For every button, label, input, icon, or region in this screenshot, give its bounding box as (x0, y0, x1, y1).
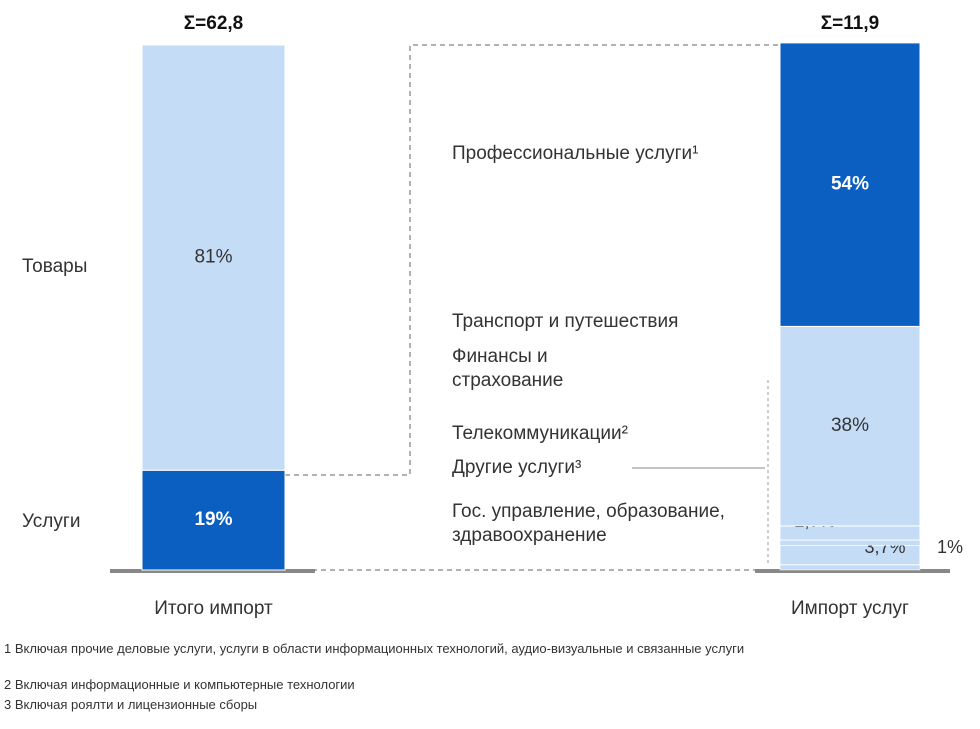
footnote: 2 Включая информационные и компьютерные … (4, 677, 355, 692)
footnote: 3 Включая роялти и лицензионные сборы (4, 697, 258, 712)
bar-segment (779, 325, 921, 527)
bar-segment (141, 44, 286, 471)
category-label: Финансы и страхование (452, 346, 564, 391)
bar-name: Итого импорт (154, 598, 273, 619)
category-label: Услуги (22, 511, 81, 532)
category-label: Гос. управление, образование, здравоохра… (452, 501, 725, 546)
value-label: 81% (194, 247, 232, 268)
bar-segment (779, 42, 921, 327)
bar-segment (779, 539, 921, 546)
connector (285, 44, 780, 476)
category-label: Телекоммуникации² (452, 423, 628, 444)
category-label: Профессиональные услуги¹ (452, 143, 699, 164)
category-label: Товары (22, 256, 88, 277)
bar-name: Импорт услуг (791, 598, 909, 619)
value-label: 54% (831, 174, 869, 195)
bar-total: Σ=62,8 (184, 13, 243, 34)
category-label: Транспорт и путешествия (452, 311, 679, 332)
bar-total: Σ=11,9 (821, 13, 879, 34)
value-label: 1% (937, 537, 963, 557)
category-label: Другие услуги³ (452, 457, 582, 478)
value-label: 19% (194, 509, 232, 530)
bar-segment (141, 469, 286, 571)
value-label: 38% (831, 415, 869, 436)
bar-segment (779, 564, 921, 571)
footnote: 1 Включая прочие деловые услуги, услуги … (4, 641, 745, 656)
